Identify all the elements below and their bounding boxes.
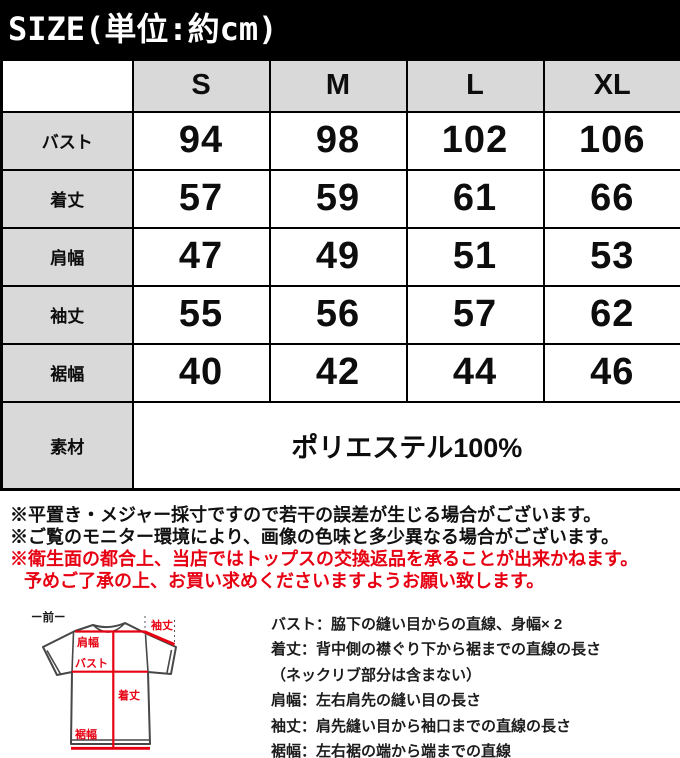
- size-header-bar: SIZE(単位:約cm): [0, 0, 680, 58]
- tshirt-outline: [42, 622, 177, 745]
- row-label-sleeve: 袖丈: [0, 284, 134, 345]
- sleeve-l: 57: [405, 284, 545, 345]
- material-value: ポリエステル100%: [131, 400, 680, 491]
- row-label-shoulder: 肩幅: [0, 226, 134, 287]
- shoulder-xl: 53: [542, 226, 680, 287]
- measurement-guide: バスト：脇下の縫い目からの直線、身幅× 2 着丈：背中側の襟ぐり下から裾までの直…: [271, 612, 673, 758]
- bust-xl: 106: [542, 110, 680, 171]
- caution-notes: ※平置き・メジャー採寸ですので若干の誤差が生じる場合がございます。 ※ご覧のモニ…: [10, 504, 675, 592]
- length-xl: 66: [542, 168, 680, 229]
- size-table: S M L XL バスト 94 98 102 106 着丈 57 59 61 6…: [0, 58, 680, 491]
- note-understanding: 予めご了承の上、お買い求めくださいますようお願い致します。: [24, 571, 545, 591]
- guide-line-sleeve: 袖丈：肩先縫い目から袖口までの直線の長さ: [271, 717, 572, 735]
- body-length-label: 着丈: [117, 688, 140, 702]
- guide-line-length: 着丈：背中側の襟ぐり下から裾までの直線の長さ: [271, 641, 602, 659]
- tshirt-diagram-svg: ー前ー: [31, 610, 177, 750]
- note-monitor-color: ※ご覧のモニター環境により、画像の色味と多少異なる場合がございます。: [10, 527, 620, 547]
- shoulder-l: 51: [405, 226, 545, 287]
- length-l: 61: [405, 168, 545, 229]
- hem-l: 44: [405, 342, 545, 403]
- guide-line-bust: バスト：脇下の縫い目からの直線、身幅× 2: [271, 616, 563, 633]
- measurement-lines: [71, 630, 176, 750]
- guide-line-shoulder: 肩幅：左右肩先の縫い目の長さ: [271, 692, 482, 710]
- table-row-sleeve: 袖丈 55 56 57 62: [0, 284, 680, 345]
- note-measure-tolerance: ※平置き・メジャー採寸ですので若干の誤差が生じる場合がございます。: [10, 505, 602, 525]
- bust-m: 98: [268, 110, 408, 171]
- col-header-l: L: [405, 58, 545, 113]
- table-row-bust: バスト 94 98 102 106: [0, 110, 680, 171]
- bust-label: バスト: [75, 657, 108, 670]
- table-row-material: 素材 ポリエステル100%: [0, 400, 680, 491]
- col-header-s: S: [131, 58, 271, 113]
- hem-xl: 46: [542, 342, 680, 403]
- front-view-label: ー前ー: [31, 610, 66, 624]
- col-header-m: M: [268, 58, 408, 113]
- sleeve-length-line: [143, 630, 176, 646]
- bust-l: 102: [405, 110, 545, 171]
- row-label-length: 着丈: [0, 168, 134, 229]
- sleeve-length-label: 袖丈: [151, 618, 173, 632]
- sleeve-m: 56: [268, 284, 408, 345]
- sleeve-xl: 62: [542, 284, 680, 345]
- tshirt-measurement-diagram: ー前ー: [20, 606, 252, 758]
- tshirt-seams: [46, 622, 173, 741]
- hem-width-label: 裾幅: [75, 727, 97, 741]
- length-m: 59: [268, 168, 408, 229]
- dotted-guide-lines: [144, 616, 175, 642]
- note-no-returns: ※衛生面の都合上、当店ではトップスの交換返品を承ることが出来かねます。: [10, 549, 639, 569]
- bust-s: 94: [131, 110, 271, 171]
- row-label-material: 素材: [0, 400, 134, 491]
- row-label-bust: バスト: [0, 110, 134, 171]
- table-row-shoulder: 肩幅 47 49 51 53: [0, 226, 680, 287]
- guide-line-neckrib: （ネックリブ部分は含まない）: [271, 666, 482, 684]
- length-s: 57: [131, 168, 271, 229]
- shoulder-width-label: 肩幅: [77, 635, 99, 649]
- shoulder-m: 49: [268, 226, 408, 287]
- corner-cell: [0, 58, 134, 113]
- col-header-xl: XL: [542, 58, 680, 113]
- table-header-row: S M L XL: [0, 58, 680, 113]
- guide-line-hem: 裾幅：左右裾の端から端までの直線: [271, 743, 512, 758]
- page-title: SIZE(単位:約cm): [8, 10, 278, 48]
- hem-m: 42: [268, 342, 408, 403]
- shoulder-s: 47: [131, 226, 271, 287]
- hem-s: 40: [131, 342, 271, 403]
- table-row-hem: 裾幅 40 42 44 46: [0, 342, 680, 403]
- sleeve-s: 55: [131, 284, 271, 345]
- table-row-length: 着丈 57 59 61 66: [0, 168, 680, 229]
- row-label-hem: 裾幅: [0, 342, 134, 403]
